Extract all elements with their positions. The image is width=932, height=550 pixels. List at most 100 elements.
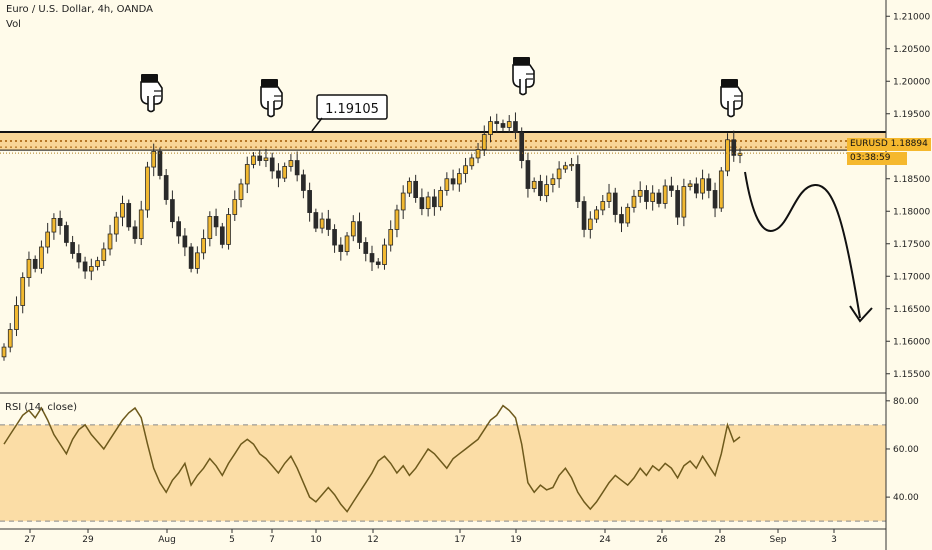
candle-body (444, 178, 450, 191)
candle-body (151, 151, 157, 168)
candle-body (313, 212, 319, 229)
time-tick-label: 28 (714, 535, 726, 545)
candle-body (694, 183, 699, 194)
candle-body (375, 261, 381, 265)
candle-body (712, 190, 718, 209)
candle-body (625, 206, 631, 224)
arrowhead-icon (849, 305, 873, 323)
candle-body (681, 186, 687, 218)
candle-body (413, 180, 418, 199)
candle-body (350, 221, 356, 237)
candle-body (14, 305, 19, 330)
price-tick-label: 1.17000 (893, 272, 930, 282)
candle-body (544, 184, 549, 197)
time-tick-label: 19 (510, 535, 522, 545)
price-tick-label: 1.20000 (893, 77, 930, 87)
candle-body (706, 178, 712, 191)
callout-pointer (311, 117, 323, 132)
time-tick-label: 27 (24, 535, 35, 545)
price-tick-label: 1.18500 (893, 175, 930, 185)
candle-body (276, 170, 281, 179)
candle-body (251, 155, 256, 165)
candle-body (606, 192, 612, 202)
price-axis[interactable]: 1.210001.205001.200001.195001.190001.185… (886, 12, 930, 380)
price-tick-label: 1.15500 (893, 370, 930, 380)
candle-body (662, 185, 668, 204)
candle-body (76, 253, 82, 263)
candle-body (70, 242, 75, 254)
rsi-tick-label: 40.00 (893, 493, 919, 503)
candle-body (269, 157, 275, 172)
candle-body (357, 221, 362, 243)
candle-body (612, 192, 618, 215)
candle-body (107, 233, 113, 250)
candle-body (26, 258, 32, 278)
candle-body (232, 199, 238, 215)
candle-body (88, 266, 94, 272)
candle-body (675, 190, 680, 218)
candle-body (326, 218, 331, 230)
time-tick-label: 17 (454, 535, 465, 545)
candle-body (456, 173, 462, 185)
candle-body (669, 185, 674, 191)
candle-body (407, 180, 412, 194)
candle-body (737, 152, 743, 156)
candle-body (126, 203, 132, 228)
time-tick-label: 10 (310, 535, 322, 545)
candle-body (219, 226, 225, 245)
candle-body (45, 231, 50, 248)
candle-body (619, 214, 624, 224)
candle-body (201, 238, 206, 254)
price-tick-label: 1.21000 (893, 12, 930, 22)
rsi-axis[interactable]: 80.00 60.00 40.00 (886, 397, 919, 503)
candle-body (650, 192, 656, 202)
candlestick-series (1, 112, 743, 361)
price-tick-label: 1.19500 (893, 110, 930, 120)
candle-body (101, 248, 107, 262)
candle-body (475, 149, 481, 159)
candle-body (581, 201, 587, 230)
candle-body (481, 134, 487, 150)
rsi-tick-label: 80.00 (893, 397, 919, 407)
candle-body (32, 258, 38, 269)
price-tick-label: 1.17500 (893, 240, 930, 250)
candle-body (1, 346, 7, 358)
candle-body (563, 165, 568, 170)
price-tag-symbol: EURUSD (850, 139, 888, 149)
rsi-line (3, 404, 741, 513)
candle-body (7, 329, 13, 348)
pointing-down-hand-icon (720, 79, 743, 118)
candle-body (257, 155, 263, 161)
volume-label: Vol (6, 19, 21, 30)
candle-body (163, 175, 169, 200)
candle-body (637, 190, 643, 197)
time-tick-label: 5 (229, 535, 235, 545)
time-tick-label: 29 (82, 535, 94, 545)
candle-body (400, 192, 406, 211)
candle-body (113, 216, 119, 235)
candle-body (213, 216, 219, 228)
candle-body (600, 201, 606, 211)
last-price-tag: EURUSD 1.18894 (847, 138, 931, 151)
candle-body (344, 235, 350, 252)
candle-body (531, 180, 537, 189)
rsi-band (0, 424, 886, 522)
pointing-down-hand-icon (260, 79, 283, 118)
level-callout[interactable]: 1.19105 (311, 94, 388, 132)
candle-body (182, 235, 188, 248)
candle-body (469, 157, 475, 167)
candle-body (687, 183, 693, 187)
time-tick-label: 26 (656, 535, 668, 545)
price-tick-label: 1.20500 (893, 45, 930, 55)
candle-body (438, 190, 443, 208)
candle-body (176, 221, 181, 237)
candle-body (338, 244, 344, 252)
candle-body (550, 178, 556, 185)
candle-body (145, 166, 150, 211)
candle-body (195, 252, 200, 269)
time-axis[interactable]: 27 29 Aug 5 7 10 12 17 19 24 26 28 Sep 3 (24, 529, 837, 545)
candle-body (494, 121, 500, 124)
candle-body (282, 165, 288, 179)
candle-body (294, 160, 300, 176)
